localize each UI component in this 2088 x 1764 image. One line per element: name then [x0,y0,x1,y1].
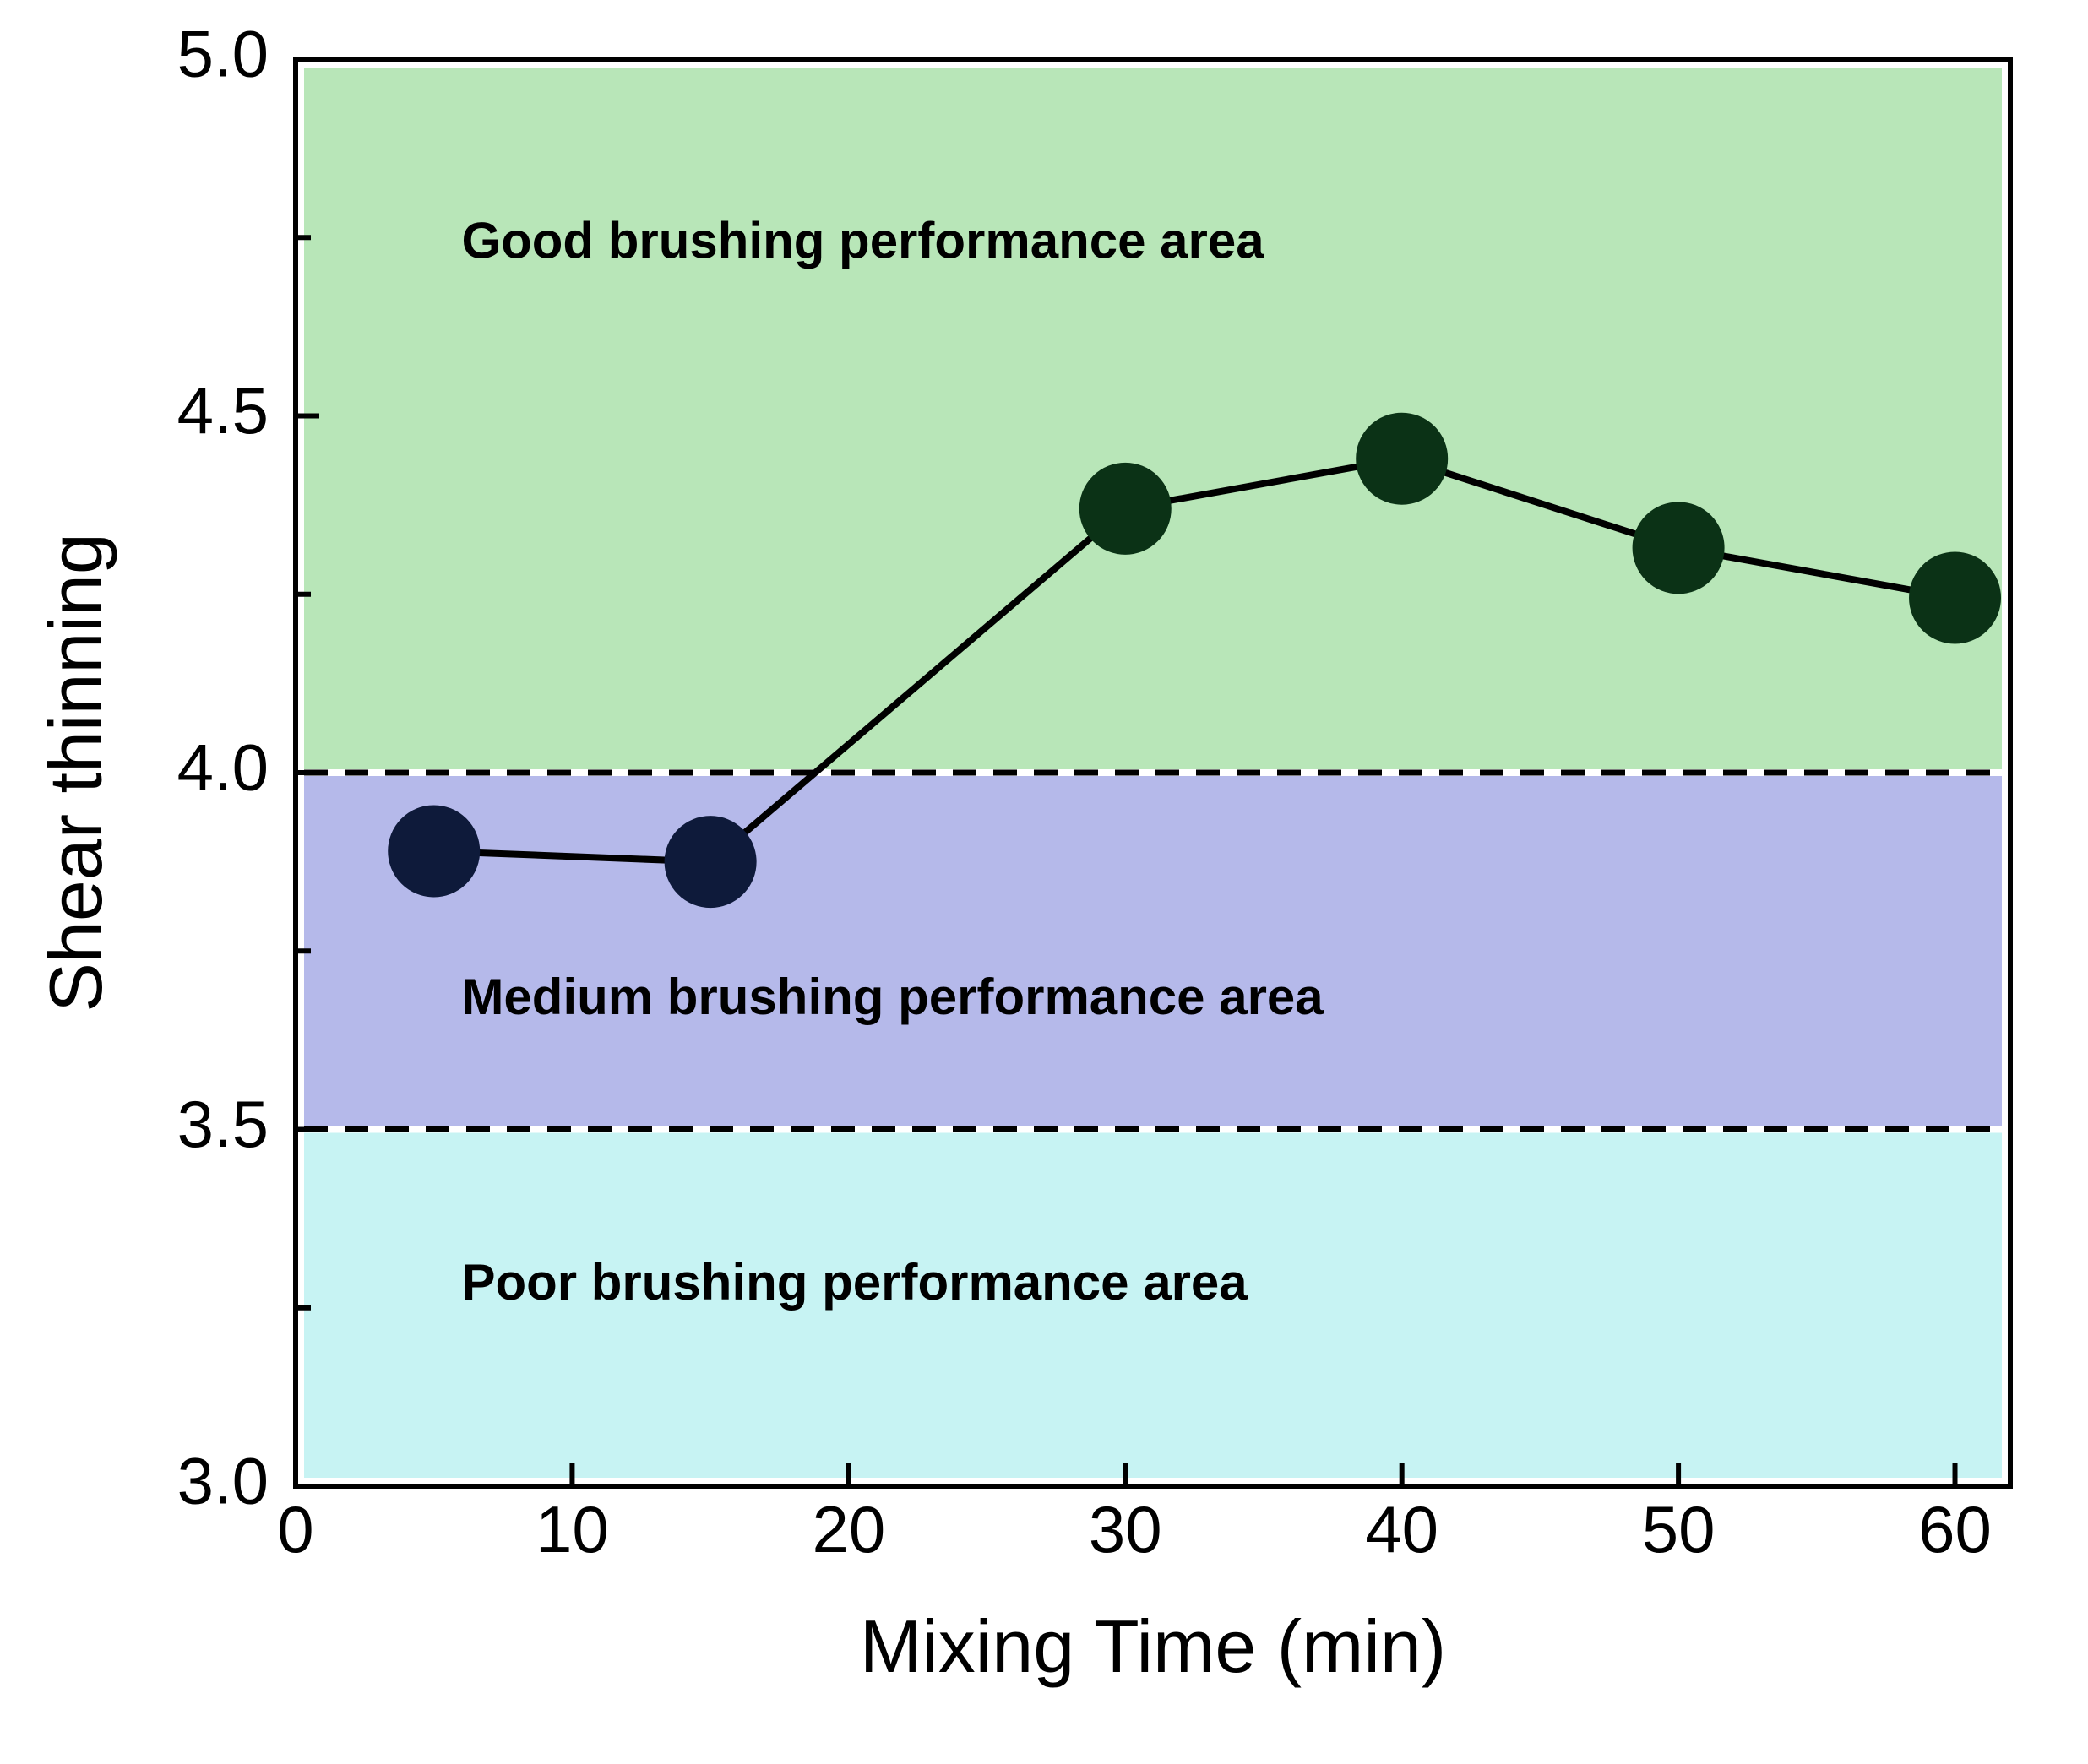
zone-label-good: Good brushing performance area [461,213,1264,269]
x-tick-label-4: 40 [1365,1492,1438,1566]
y-tick-label-1: 3.5 [177,1087,269,1161]
zone-good [304,68,2002,769]
y-axis-label: Shear thinning [34,533,117,1012]
zone-label-medium: Medium brushing performance area [461,969,1324,1025]
x-tick-label-0: 0 [277,1492,313,1566]
x-tick-label-6: 60 [1918,1492,1992,1566]
y-tick-label-4: 5.0 [177,17,269,91]
zone-label-poor: Poor brushing performance area [461,1254,1248,1311]
zone-medium [304,776,2002,1126]
x-tick-label-3: 30 [1089,1492,1162,1566]
x-tick-label-1: 10 [536,1492,609,1566]
chart-container: Good brushing performance area Medium bru… [0,0,2088,1764]
series-marker-shear-thinning-2 [1079,463,1171,554]
y-tick-label-0: 3.0 [177,1444,269,1518]
series-marker-shear-thinning-3 [1357,413,1448,504]
x-axis-label: Mixing Time (min) [860,1604,1446,1688]
series-marker-shear-thinning-1 [665,817,756,908]
series-marker-shear-thinning-5 [1910,552,2001,643]
y-tick-label-3: 4.5 [177,373,269,448]
series-marker-shear-thinning-0 [389,806,480,897]
series-marker-shear-thinning-4 [1633,502,1724,594]
x-tick-label-2: 20 [812,1492,885,1566]
y-tick-label-2: 4.0 [177,730,269,805]
x-tick-label-5: 50 [1642,1492,1716,1566]
chart-svg: Good brushing performance area Medium bru… [0,0,2088,1764]
